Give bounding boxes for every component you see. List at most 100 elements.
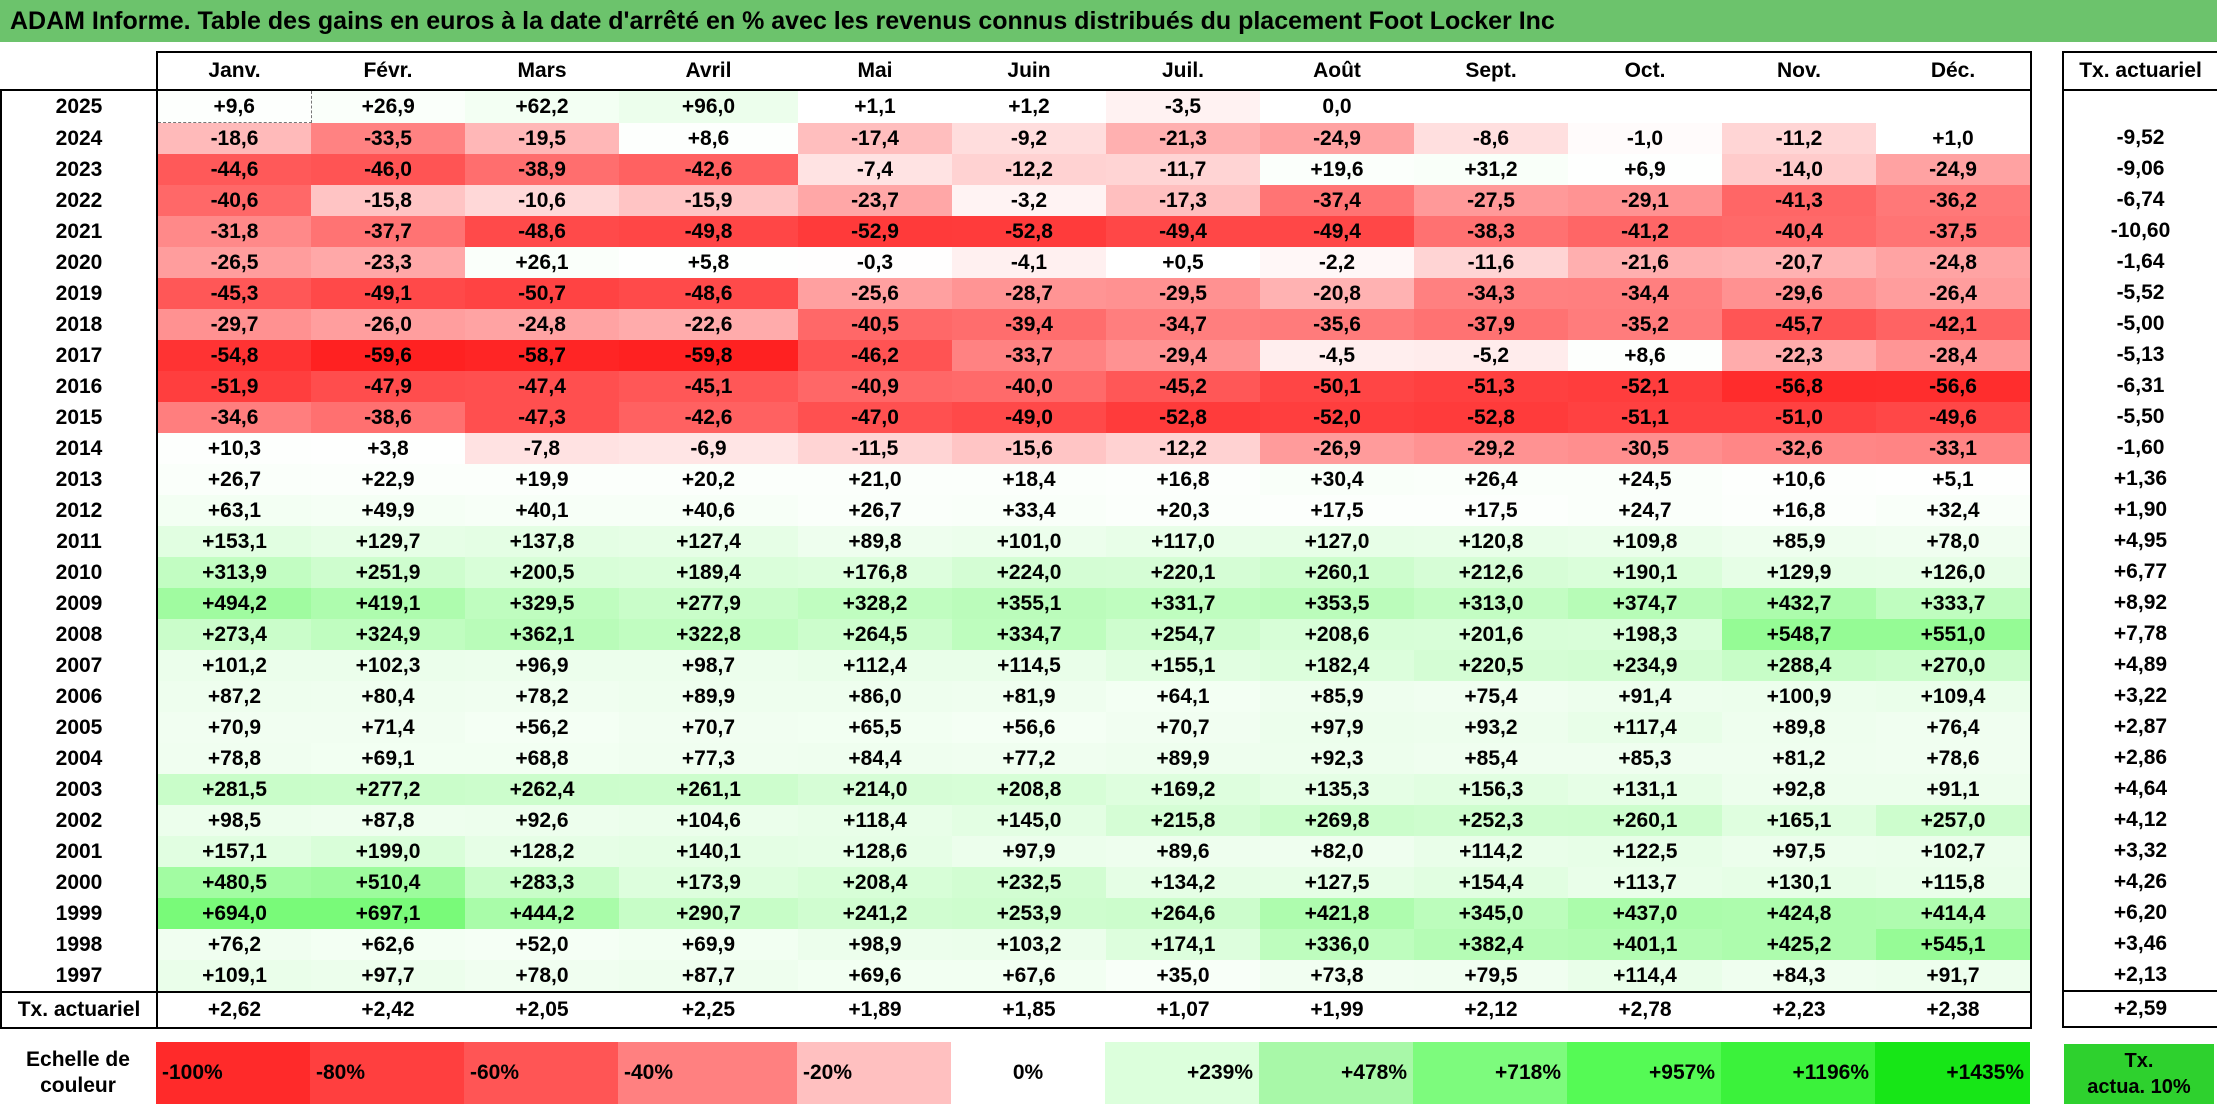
- gain-cell: -17,3: [1106, 185, 1260, 216]
- year-label: 2002: [0, 805, 157, 836]
- year-label: 2003: [0, 774, 157, 805]
- gain-cell: +135,3: [1260, 774, 1414, 805]
- gain-cell: +63,1: [156, 495, 311, 526]
- gain-cell: +98,9: [798, 929, 952, 960]
- gain-cell: +35,0: [1106, 960, 1260, 993]
- gain-cell: +224,0: [952, 557, 1106, 588]
- gain-cell: +69,1: [311, 743, 465, 774]
- tx-value: +3,32: [2062, 835, 2217, 866]
- gain-cell: -52,9: [798, 216, 952, 247]
- tx-row-value: +2,42: [311, 992, 465, 1029]
- gain-cell: -56,6: [1876, 371, 2032, 402]
- year-row: 1999 +694,0 +697,1 +444,2 +290,7 +241,2 +253,9…: [0, 898, 2032, 929]
- gain-cell: -33,1: [1876, 433, 2032, 464]
- gain-cell: +322,8: [619, 619, 798, 650]
- year-label: 2023: [0, 154, 157, 185]
- tx-value: +4,12: [2062, 804, 2217, 835]
- gain-cell: +5,1: [1876, 464, 2032, 495]
- gain-cell: -33,7: [952, 340, 1106, 371]
- gain-cell: +419,1: [311, 588, 465, 619]
- gain-cell: +421,8: [1260, 898, 1414, 929]
- gain-cell: -26,9: [1260, 433, 1414, 464]
- gain-cell: -52,1: [1568, 371, 1722, 402]
- gain-cell: +87,8: [311, 805, 465, 836]
- year-label: 2022: [0, 185, 157, 216]
- gain-cell: +5,8: [619, 247, 798, 278]
- gain-cell: +313,0: [1414, 588, 1568, 619]
- gain-cell: +128,6: [798, 836, 952, 867]
- year-row: 2018 -29,7 -26,0 -24,8 -22,6 -40,5 -39,4 -34,7-…: [0, 309, 2032, 340]
- gain-cell: +78,0: [465, 960, 619, 993]
- gain-cell: -49,6: [1876, 402, 2032, 433]
- year-label: 2009: [0, 588, 157, 619]
- gain-cell: +100,9: [1722, 681, 1876, 712]
- tx-value: -5,52: [2062, 277, 2217, 308]
- gain-cell: +269,8: [1260, 805, 1414, 836]
- gain-cell: +115,8: [1876, 867, 2032, 898]
- gain-cell: +84,3: [1722, 960, 1876, 993]
- gain-cell: +91,4: [1568, 681, 1722, 712]
- gain-cell: +98,5: [156, 805, 311, 836]
- tx-value: +1,36: [2062, 463, 2217, 494]
- gain-cell: +78,0: [1876, 526, 2032, 557]
- gain-cell: +70,9: [156, 712, 311, 743]
- gain-cell: +56,2: [465, 712, 619, 743]
- legend-label-line1: Echelle de: [26, 1048, 130, 1071]
- gain-cell: +114,2: [1414, 836, 1568, 867]
- tx-value: +8,92: [2062, 587, 2217, 618]
- gain-cell: +33,4: [952, 495, 1106, 526]
- gain-cell: +114,5: [952, 650, 1106, 681]
- gain-cell: +26,4: [1414, 464, 1568, 495]
- gain-cell: +190,1: [1568, 557, 1722, 588]
- gain-cell: -59,6: [311, 340, 465, 371]
- month-header: Sept.: [1414, 51, 1568, 91]
- month-header: Déc.: [1876, 51, 2032, 91]
- gain-cell: -34,4: [1568, 278, 1722, 309]
- gain-cell: -19,5: [465, 122, 619, 154]
- gain-cell: +262,4: [465, 774, 619, 805]
- gain-cell: +85,9: [1260, 681, 1414, 712]
- gain-cell: -45,1: [619, 371, 798, 402]
- gain-cell: +290,7: [619, 898, 798, 929]
- gain-cell: +127,4: [619, 526, 798, 557]
- gain-cell: +49,9: [311, 495, 465, 526]
- gain-cell: +89,8: [798, 526, 952, 557]
- gain-cell: +353,5: [1260, 588, 1414, 619]
- gain-cell: -25,6: [798, 278, 952, 309]
- gain-cell: +70,7: [1106, 712, 1260, 743]
- gain-cell: +345,0: [1414, 898, 1568, 929]
- gain-cell: +414,4: [1876, 898, 2032, 929]
- gain-cell: +78,8: [156, 743, 311, 774]
- gain-cell: -34,7: [1106, 309, 1260, 340]
- tx-value: +2,87: [2062, 711, 2217, 742]
- year-label: 2008: [0, 619, 157, 650]
- gain-cell: -11,2: [1722, 122, 1876, 154]
- gain-cell: -18,6: [156, 122, 311, 154]
- gain-cell: +102,3: [311, 650, 465, 681]
- gain-cell: +313,9: [156, 557, 311, 588]
- gain-cell: [1568, 90, 1722, 123]
- tx-row-value: +2,78: [1568, 992, 1722, 1029]
- year-row: 2003 +281,5 +277,2 +262,4 +261,1 +214,0 +208,8…: [0, 774, 2032, 805]
- gain-cell: -32,6: [1722, 433, 1876, 464]
- gain-cell: -42,6: [619, 154, 798, 185]
- gain-cell: +30,4: [1260, 464, 1414, 495]
- year-label: 2005: [0, 712, 157, 743]
- gain-cell: +145,0: [952, 805, 1106, 836]
- gain-cell: +85,9: [1722, 526, 1876, 557]
- gain-cell: +329,5: [465, 588, 619, 619]
- gain-cell: +277,9: [619, 588, 798, 619]
- gain-cell: +165,1: [1722, 805, 1876, 836]
- gain-cell: +208,4: [798, 867, 952, 898]
- gain-cell: +336,0: [1260, 929, 1414, 960]
- gain-cell: +157,1: [156, 836, 311, 867]
- color-scale-legend: Echelle de couleur -100% -80% -60% -40% -20%…: [0, 1042, 2030, 1104]
- month-header: Mars: [465, 51, 619, 91]
- gain-cell: +270,0: [1876, 650, 2032, 681]
- gain-cell: -49,0: [952, 402, 1106, 433]
- gain-cell: +545,1: [1876, 929, 2032, 960]
- gain-cell: -5,2: [1414, 340, 1568, 371]
- gain-cell: +104,6: [619, 805, 798, 836]
- legend-swatch: -40%: [618, 1042, 797, 1104]
- gain-cell: +374,7: [1568, 588, 1722, 619]
